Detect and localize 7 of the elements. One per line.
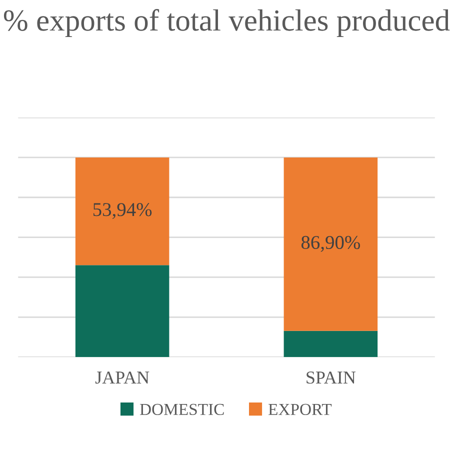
x-tick-label: JAPAN [95,372,150,384]
x-tick-label: SPAIN [306,372,356,384]
chart-title: % exports of total vehicles produced [4,9,450,38]
data-label: 86,90% [301,236,360,252]
legend-label: DOMESTIC [140,404,224,416]
legend-label: EXPORT [268,404,332,416]
data-label: 53,94% [93,203,152,219]
